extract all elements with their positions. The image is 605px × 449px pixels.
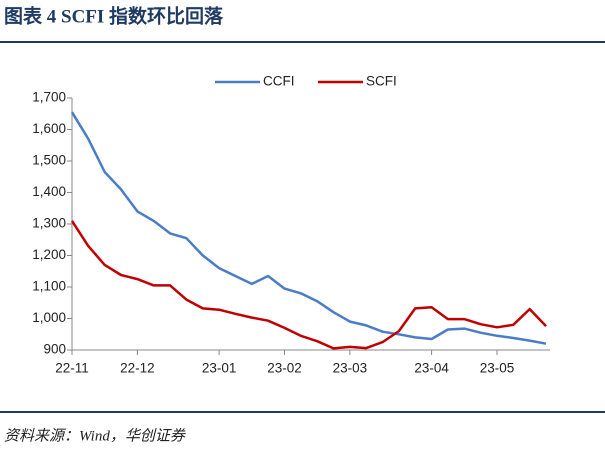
legend-label: SCFI	[366, 74, 397, 89]
source-note: 资料来源：Wind，华创证券	[4, 427, 186, 444]
y-tick-label: 1,100	[32, 279, 66, 294]
x-tick-label: 23-02	[267, 361, 302, 376]
x-tick-label: 23-04	[414, 361, 449, 376]
y-tick-label: 1,400	[32, 184, 66, 199]
x-tick-label: 23-01	[202, 361, 237, 376]
x-tick-label: 22-11	[55, 361, 89, 376]
y-tick-label: 1,700	[32, 90, 66, 105]
series-line	[70, 220, 547, 350]
y-tick-label: 1,200	[32, 247, 66, 262]
x-tick-label: 23-05	[480, 361, 515, 376]
y-tick-label: 1,600	[32, 121, 66, 136]
chart-title: 图表 4 SCFI 指数环比回落	[4, 4, 224, 27]
y-tick-label: 1,500	[32, 153, 66, 168]
y-tick-label: 1,000	[32, 310, 66, 325]
x-tick-label: 22-12	[120, 361, 155, 376]
x-tick-label: 23-03	[333, 361, 368, 376]
y-tick-label: 1,300	[32, 216, 66, 231]
legend-label: CCFI	[263, 74, 295, 89]
y-tick-label: 900	[43, 342, 66, 357]
series-line	[70, 111, 547, 345]
